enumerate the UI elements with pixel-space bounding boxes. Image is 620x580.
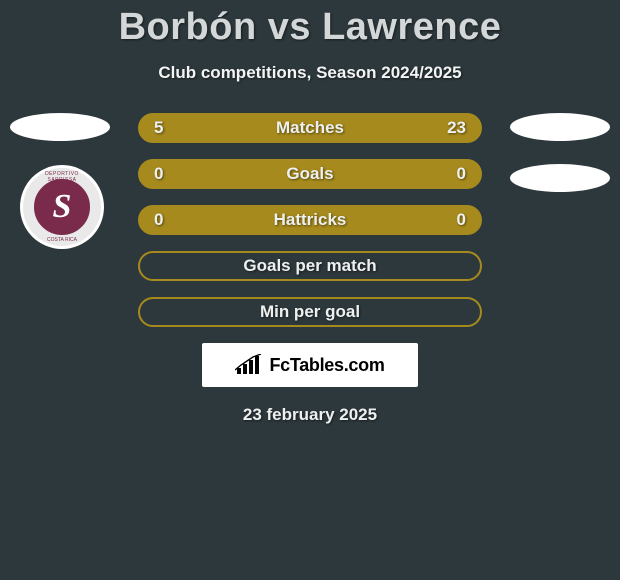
stat-left-value: 0 [154,210,163,230]
brand-chart-icon [235,354,263,376]
club-badge-letter: S [53,188,72,226]
stat-right-value: 23 [447,118,466,138]
stats-area: DEPORTIVO SAPRISSA S COSTA RICA 5 Matche… [0,113,620,425]
brand-text: FcTables.com [269,355,384,376]
comparison-card: Borbón vs Lawrence Club competitions, Se… [0,0,620,425]
stat-label: Goals [286,164,333,184]
stat-bar-hattricks: 0 Hattricks 0 [138,205,482,235]
stat-label: Hattricks [274,210,347,230]
stat-right-value: 0 [457,164,466,184]
stat-bar-goals-per-match: Goals per match [138,251,482,281]
stat-bar-matches: 5 Matches 23 [138,113,482,143]
stat-label: Matches [276,118,344,138]
club-badge-inner: DEPORTIVO SAPRISSA S COSTA RICA [32,177,92,237]
stat-left-value: 0 [154,164,163,184]
brand-box: FcTables.com [202,343,418,387]
page-title: Borbón vs Lawrence [0,6,620,49]
club-badge-bottom-text: COSTA RICA [34,237,90,243]
stat-bar-min-per-goal: Min per goal [138,297,482,327]
club-badge-top-text: DEPORTIVO SAPRISSA [34,171,90,183]
page-subtitle: Club competitions, Season 2024/2025 [0,63,620,83]
club-left-badge: DEPORTIVO SAPRISSA S COSTA RICA [20,165,104,249]
stat-left-value: 5 [154,118,163,138]
club-right-placeholder [510,164,610,192]
stat-right-value: 0 [457,210,466,230]
stat-bars: 5 Matches 23 0 Goals 0 0 Hattricks 0 Goa… [138,113,482,327]
stat-bar-goals: 0 Goals 0 [138,159,482,189]
date-text: 23 february 2025 [0,405,620,425]
stat-label: Min per goal [260,302,360,322]
player-right-placeholder [510,113,610,141]
stat-label: Goals per match [243,256,376,276]
player-left-placeholder [10,113,110,141]
